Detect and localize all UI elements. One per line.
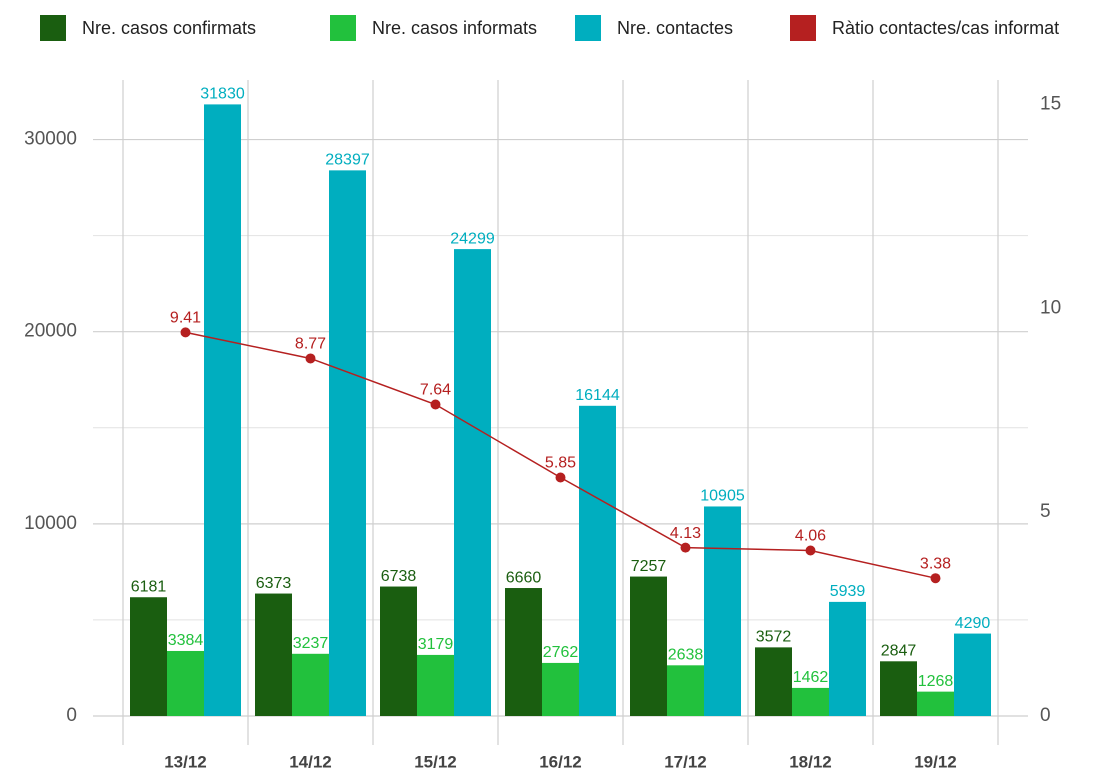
value-label: 2638 — [668, 647, 704, 664]
value-label: 3.38 — [920, 555, 951, 572]
bar — [792, 687, 829, 716]
value-label: 8.77 — [295, 336, 326, 353]
value-label: 1268 — [918, 673, 954, 690]
legend-swatch — [790, 15, 816, 41]
bar — [167, 650, 204, 716]
bar — [292, 653, 329, 716]
bar — [917, 691, 954, 716]
x-tick-label: 15/12 — [414, 752, 457, 771]
value-label: 31830 — [200, 86, 245, 103]
value-label: 9.41 — [170, 310, 201, 327]
y-tick-label: 10000 — [24, 513, 77, 534]
value-label: 4.06 — [795, 528, 826, 545]
value-label: 6738 — [381, 568, 417, 585]
value-label: 2762 — [543, 644, 579, 661]
x-tick-label: 17/12 — [664, 752, 707, 771]
x-tick-label: 16/12 — [539, 752, 582, 771]
value-label: 7.64 — [420, 382, 451, 399]
y2-tick-label: 15 — [1040, 93, 1061, 114]
x-tick-label: 14/12 — [289, 752, 332, 771]
bar — [505, 588, 542, 716]
value-label: 6373 — [256, 575, 292, 592]
ratio-point — [180, 327, 191, 338]
bar — [954, 633, 991, 716]
value-label: 6660 — [506, 569, 542, 586]
ratio-point — [430, 399, 441, 410]
value-label: 3384 — [168, 632, 204, 649]
value-label: 3237 — [293, 635, 329, 652]
bar — [454, 249, 491, 717]
value-label: 3179 — [418, 636, 454, 653]
value-label: 4290 — [955, 615, 991, 632]
x-tick-label: 19/12 — [914, 752, 957, 771]
bar — [667, 665, 704, 716]
bar — [255, 593, 292, 716]
value-label: 5939 — [830, 583, 866, 600]
value-label: 1462 — [793, 669, 829, 686]
ratio-point — [930, 573, 941, 584]
y-tick-label: 0 — [66, 705, 77, 726]
ratio-point — [680, 542, 691, 553]
value-label: 16144 — [575, 387, 620, 404]
value-label: 3572 — [756, 629, 792, 646]
x-tick-label: 18/12 — [789, 752, 832, 771]
bar — [630, 576, 667, 716]
legend-label: Nre. contactes — [617, 18, 733, 38]
legend-label: Ràtio contactes/cas informat — [832, 18, 1059, 38]
legend-swatch — [575, 15, 601, 41]
bar — [417, 654, 454, 716]
value-label: 4.13 — [670, 525, 701, 542]
value-label: 24299 — [450, 230, 495, 247]
bar — [542, 662, 579, 716]
legend-swatch — [40, 15, 66, 41]
y-tick-label: 20000 — [24, 321, 77, 342]
value-label: 7257 — [631, 558, 667, 575]
legend-label: Nre. casos confirmats — [82, 18, 256, 38]
value-label: 10905 — [700, 488, 745, 505]
bar — [755, 647, 792, 716]
bar — [380, 586, 417, 716]
value-label: 2847 — [881, 643, 917, 660]
bar — [704, 506, 741, 716]
legend-swatch — [330, 15, 356, 41]
bar — [829, 601, 866, 716]
y2-tick-label: 10 — [1040, 297, 1061, 318]
bar — [880, 661, 917, 716]
bar — [130, 597, 167, 716]
y2-tick-label: 0 — [1040, 705, 1051, 726]
y-tick-label: 30000 — [24, 129, 77, 150]
bar — [579, 405, 616, 716]
value-label: 5.85 — [545, 455, 576, 472]
ratio-point — [305, 353, 316, 364]
legend-label: Nre. casos informats — [372, 18, 537, 38]
x-tick-label: 13/12 — [164, 752, 207, 771]
value-label: 6181 — [131, 578, 167, 595]
ratio-point — [805, 545, 816, 556]
bar — [329, 170, 366, 717]
value-label: 28397 — [325, 152, 370, 169]
bar — [204, 104, 241, 717]
y2-tick-label: 5 — [1040, 501, 1051, 522]
ratio-point — [555, 472, 566, 483]
